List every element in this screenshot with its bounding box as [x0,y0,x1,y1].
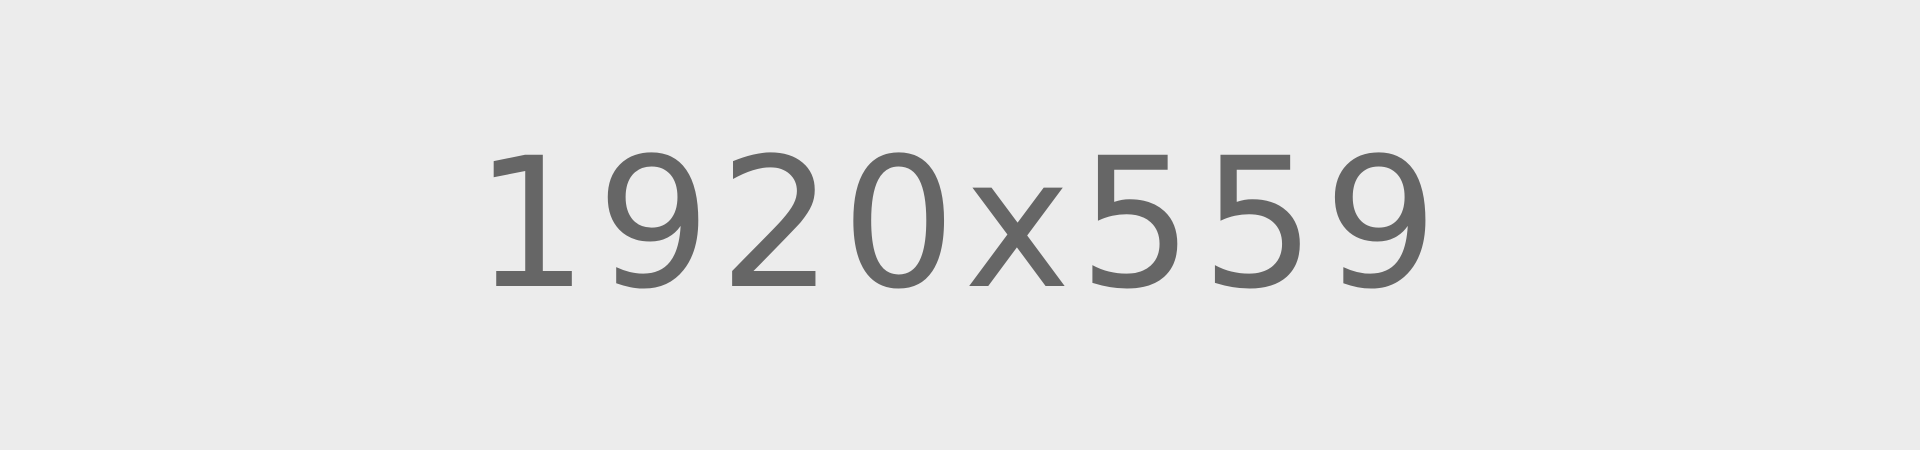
placeholder-dimensions-text: 1920x559 [473,120,1447,329]
placeholder-image: 1920x559 [473,120,1447,329]
